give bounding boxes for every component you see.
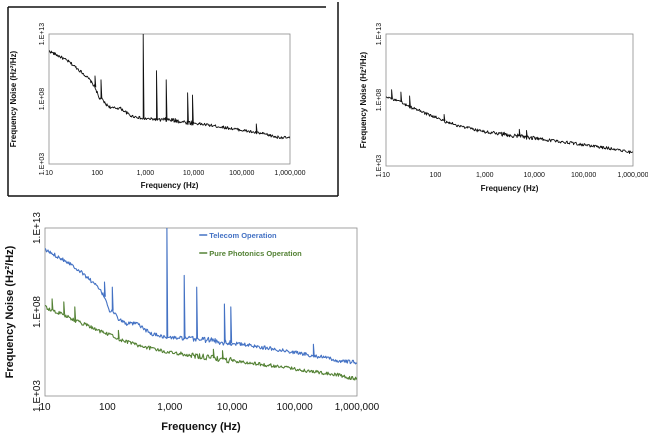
x-tick-label: 100,000	[277, 402, 314, 413]
x-axis-label: Frequency (Hz)	[161, 421, 241, 433]
series-line	[49, 34, 290, 140]
y-axis-label: Frequency Noise (Hz²/Hz)	[4, 245, 16, 378]
series-line	[386, 89, 633, 154]
y-tick-label: 1.E+08	[39, 88, 46, 110]
x-tick-label: 10,000	[217, 402, 248, 413]
chart-bottom-combined: 10 100 1,000 10,000 100,000 1,000,000 1.E+03 1.…	[4, 212, 380, 433]
x-tick-label: 100	[91, 170, 103, 177]
y-tick-label: 1.E+08	[32, 296, 43, 328]
y-axis-label: Frequency Noise (Hz²/Hz)	[359, 51, 368, 148]
y-tick-label: 1.E+13	[376, 23, 383, 45]
x-tick-label: 10	[382, 172, 390, 179]
y-axis-label: Frequency Noise (Hz²/Hz)	[9, 50, 18, 147]
y-tick-label: 1.E+13	[32, 212, 43, 244]
x-tick-label: 1,000,000	[274, 170, 305, 177]
plot-area	[48, 33, 291, 165]
chart-top-left: 10 100 1,000 10,000 100,000 1,000,000 1.E+03 1.…	[9, 23, 306, 190]
x-tick-label: 100	[99, 402, 116, 413]
y-tick-label: 1.E+03	[376, 155, 383, 177]
x-tick-label: 10,000	[183, 170, 205, 177]
plot-area	[44, 227, 358, 397]
x-tick-label: 1,000	[476, 172, 494, 179]
y-tick-label: 1.E+03	[32, 380, 43, 412]
y-tick-label: 1.E+03	[39, 153, 46, 175]
y-tick-label: 1.E+13	[39, 23, 46, 45]
x-tick-label: 10	[39, 402, 51, 413]
series-line	[45, 228, 357, 365]
x-tick-label: 1,000	[157, 402, 182, 413]
x-tick-label: 10	[45, 170, 53, 177]
legend-entry: Telecom Operation	[209, 231, 277, 240]
x-tick-label: 100,000	[229, 170, 254, 177]
y-tick-label: 1.E+08	[376, 89, 383, 111]
x-axis-label: Frequency (Hz)	[481, 184, 539, 193]
x-tick-label: 1,000,000	[617, 172, 648, 179]
x-tick-label: 100,000	[571, 172, 596, 179]
series-line	[45, 298, 357, 381]
x-tick-label: 1,000,000	[335, 402, 380, 413]
x-tick-label: 1,000	[137, 170, 155, 177]
x-axis-label: Frequency (Hz)	[141, 181, 199, 190]
plot-area	[385, 33, 634, 167]
legend-entry: Pure Photonics Operation	[209, 249, 302, 258]
x-tick-label: 10,000	[523, 172, 545, 179]
x-tick-label: 100	[430, 172, 442, 179]
chart-top-right: 10 100 1,000 10,000 100,000 1,000,000 1.E+03 1.…	[359, 23, 648, 193]
